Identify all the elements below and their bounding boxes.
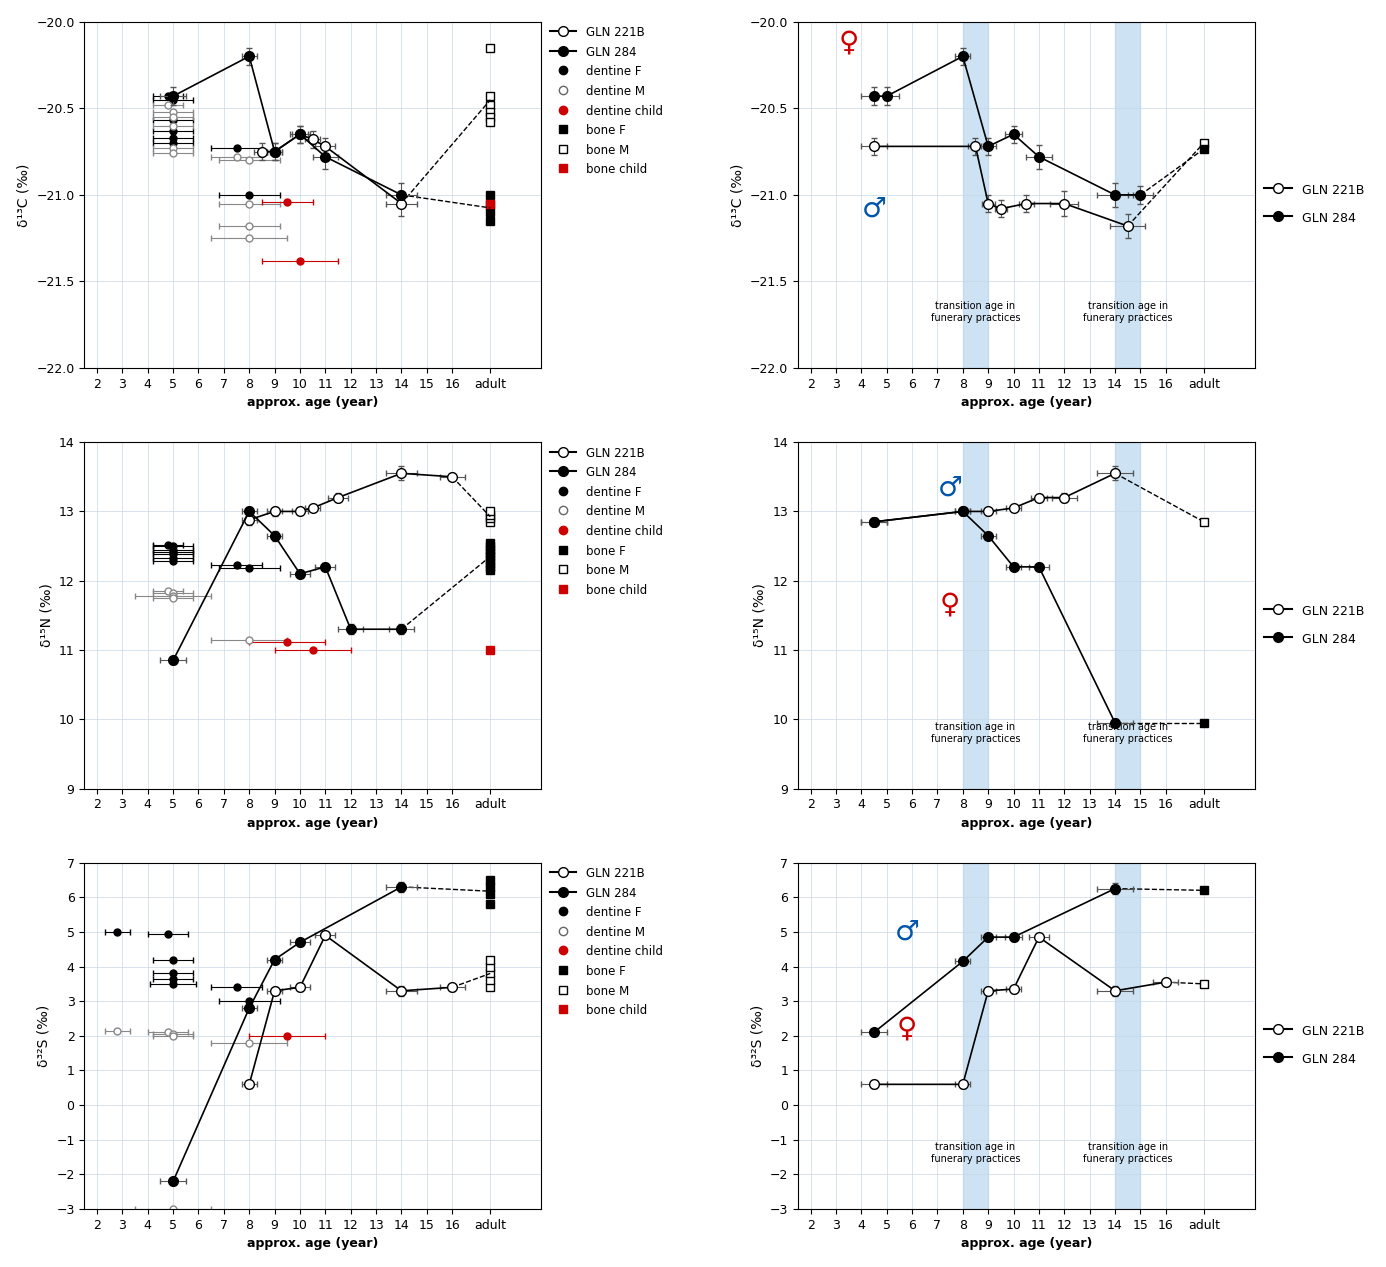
Y-axis label: δ³²S (‰): δ³²S (‰) <box>36 1005 51 1067</box>
X-axis label: approx. age (year): approx. age (year) <box>247 1238 378 1251</box>
Y-axis label: δ¹³C (‰): δ¹³C (‰) <box>730 163 744 227</box>
Bar <box>963 442 988 788</box>
Text: ♂: ♂ <box>862 195 887 223</box>
X-axis label: approx. age (year): approx. age (year) <box>960 817 1092 830</box>
X-axis label: approx. age (year): approx. age (year) <box>960 1238 1092 1251</box>
Legend: GLN 221B, GLN 284, dentine F, dentine M, dentine child, bone F, bone M, bone chi: GLN 221B, GLN 284, dentine F, dentine M,… <box>546 442 668 602</box>
Bar <box>1114 863 1141 1209</box>
Y-axis label: δ³²S (‰): δ³²S (‰) <box>750 1005 764 1067</box>
Y-axis label: δ¹³C (‰): δ¹³C (‰) <box>17 163 30 227</box>
Y-axis label: δ¹⁵N (‰): δ¹⁵N (‰) <box>39 583 53 647</box>
Text: ♂: ♂ <box>894 917 919 946</box>
Text: ♂: ♂ <box>938 473 962 502</box>
Text: ♀: ♀ <box>897 1015 918 1043</box>
Bar <box>1114 22 1141 369</box>
Bar <box>1114 442 1141 788</box>
Text: ♀: ♀ <box>940 590 960 620</box>
Text: transition age in
funerary practices: transition age in funerary practices <box>931 302 1020 323</box>
Y-axis label: δ¹⁵N (‰): δ¹⁵N (‰) <box>753 583 766 647</box>
Text: transition age in
funerary practices: transition age in funerary practices <box>1082 302 1173 323</box>
Legend: GLN 221B, GLN 284, dentine F, dentine M, dentine child, bone F, bone M, bone chi: GLN 221B, GLN 284, dentine F, dentine M,… <box>546 22 668 181</box>
X-axis label: approx. age (year): approx. age (year) <box>960 397 1092 409</box>
Bar <box>963 863 988 1209</box>
Text: transition age in
funerary practices: transition age in funerary practices <box>1082 1143 1173 1164</box>
Legend: GLN 221B, GLN 284: GLN 221B, GLN 284 <box>1258 1019 1369 1072</box>
Legend: GLN 221B, GLN 284, dentine F, dentine M, dentine child, bone F, bone M, bone chi: GLN 221B, GLN 284, dentine F, dentine M,… <box>546 863 668 1021</box>
Bar <box>963 22 988 369</box>
Text: ♀: ♀ <box>839 28 859 57</box>
Text: transition age in
funerary practices: transition age in funerary practices <box>1082 722 1173 744</box>
X-axis label: approx. age (year): approx. age (year) <box>247 817 378 830</box>
Legend: GLN 221B, GLN 284: GLN 221B, GLN 284 <box>1258 598 1369 651</box>
X-axis label: approx. age (year): approx. age (year) <box>247 397 378 409</box>
Text: transition age in
funerary practices: transition age in funerary practices <box>931 1143 1020 1164</box>
Text: transition age in
funerary practices: transition age in funerary practices <box>931 722 1020 744</box>
Legend: GLN 221B, GLN 284: GLN 221B, GLN 284 <box>1258 177 1369 231</box>
